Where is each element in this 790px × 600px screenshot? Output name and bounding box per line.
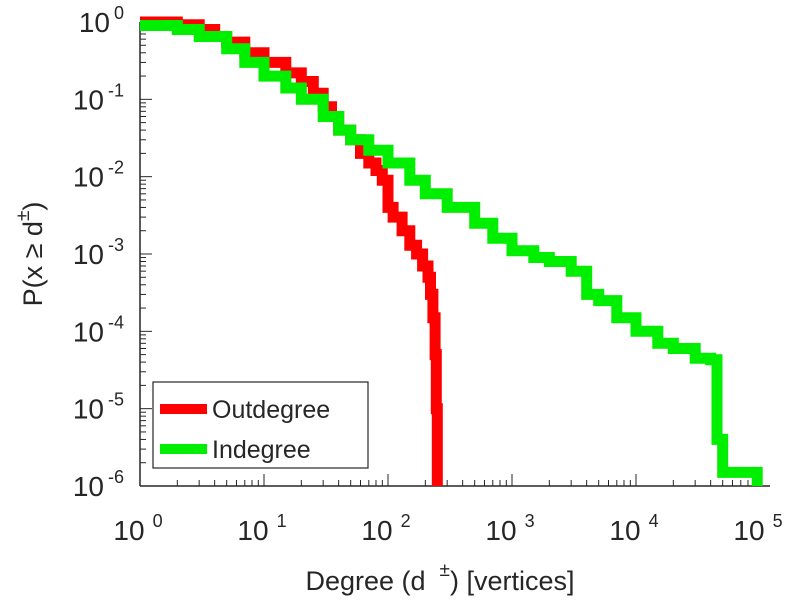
x-tick-label-base: 10 xyxy=(733,515,764,546)
y-tick-label-exp: -5 xyxy=(108,390,124,410)
x-axis-label: Degree (d ±) [vertices] xyxy=(305,560,574,596)
x-tick-label: 10 3 xyxy=(485,511,534,546)
y-tick-label-exp: -2 xyxy=(108,158,124,178)
y-tick-label-exp: -6 xyxy=(108,467,124,487)
x-tick-label-base: 10 xyxy=(113,515,144,546)
y-tick-label-base: 10 xyxy=(73,84,104,115)
x-axis-label-post: ) [vertices] xyxy=(450,566,575,596)
x-axis-label-pre: Degree (d xyxy=(305,566,425,596)
x-tick-label-exp: 0 xyxy=(153,511,163,531)
y-tick-label-exp: -3 xyxy=(108,235,124,255)
y-tick-label-exp: 0 xyxy=(114,3,124,23)
y-tick-label: 10 -2 xyxy=(73,158,124,193)
y-tick-label-exp: -1 xyxy=(108,80,124,100)
x-axis-label-sup: ± xyxy=(440,560,450,581)
legend: Outdegree Indegree xyxy=(152,381,369,469)
x-tick-label: 10 5 xyxy=(733,511,782,546)
x-tick-label-exp: 3 xyxy=(525,511,535,531)
tick-labels: 10 0 10 1 10 2 10 3 10 4 10 510 010 -110 -210 -310 -410-… xyxy=(73,3,783,546)
x-tick-label-exp: 2 xyxy=(401,511,411,531)
y-tick-label-base: 10 xyxy=(73,471,104,502)
y-tick-label: 10 -6 xyxy=(73,467,124,502)
y-axis-label-post: ) xyxy=(18,202,48,211)
y-tick-label-base: 10 xyxy=(79,7,110,38)
series-line-indegree xyxy=(140,20,763,486)
x-tick-label-base: 10 xyxy=(361,515,392,546)
y-tick-label-base: 10 xyxy=(73,239,104,270)
x-tick-label-base: 10 xyxy=(609,515,640,546)
y-tick-label: 10 -1 xyxy=(73,80,124,115)
y-tick-label: 10 -4 xyxy=(73,312,124,347)
legend-label-indegree: Indegree xyxy=(212,436,311,464)
x-tick-label-base: 10 xyxy=(485,515,516,546)
x-tick-label-exp: 1 xyxy=(277,511,287,531)
x-tick-label: 10 2 xyxy=(361,511,410,546)
series-layer xyxy=(140,16,763,486)
minor-ticks xyxy=(139,21,761,487)
y-tick-label: 10 -5 xyxy=(73,390,124,425)
x-tick-label: 10 4 xyxy=(609,511,658,546)
y-tick-label: 10 -3 xyxy=(73,235,124,270)
y-tick-label-exp: -4 xyxy=(108,312,124,332)
y-axis-label-pre: P(x ≥ d xyxy=(18,221,48,306)
y-axis-label-sup: ± xyxy=(13,211,34,221)
x-tick-label-exp: 5 xyxy=(773,511,783,531)
legend-label-outdegree: Outdegree xyxy=(212,396,330,424)
y-tick-label-base: 10 xyxy=(73,394,104,425)
y-tick-label-base: 10 xyxy=(73,162,104,193)
y-axis-label: P(x ≥ d±) xyxy=(13,202,48,307)
y-tick-label-base: 10 xyxy=(73,316,104,347)
x-tick-label: 10 0 xyxy=(113,511,162,546)
x-tick-label-exp: 4 xyxy=(649,511,659,531)
x-tick-label: 10 1 xyxy=(237,511,286,546)
y-tick-label: 10 0 xyxy=(79,3,124,38)
x-tick-label-base: 10 xyxy=(237,515,268,546)
